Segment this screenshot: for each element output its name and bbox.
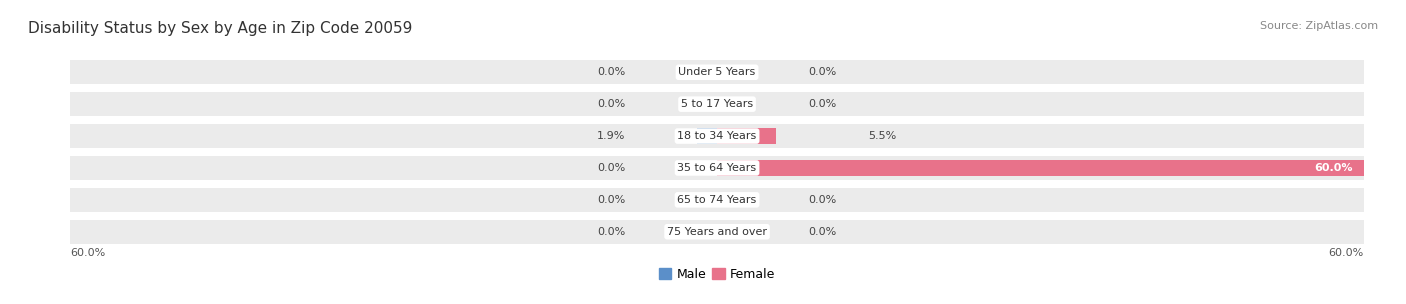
Bar [717, 160, 1364, 176]
Bar [70, 60, 1364, 84]
Text: 5.5%: 5.5% [868, 131, 896, 141]
Text: 60.0%: 60.0% [1315, 163, 1353, 173]
Text: Source: ZipAtlas.com: Source: ZipAtlas.com [1260, 21, 1378, 31]
Text: 0.0%: 0.0% [808, 67, 837, 77]
Bar [70, 156, 1364, 180]
Text: 0.0%: 0.0% [598, 227, 626, 237]
Text: 0.0%: 0.0% [598, 99, 626, 109]
Text: 35 to 64 Years: 35 to 64 Years [678, 163, 756, 173]
Text: 0.0%: 0.0% [808, 195, 837, 205]
Text: Disability Status by Sex by Age in Zip Code 20059: Disability Status by Sex by Age in Zip C… [28, 21, 412, 36]
Bar [696, 128, 717, 144]
Legend: Male, Female: Male, Female [654, 263, 780, 286]
Bar [70, 188, 1364, 212]
Text: 1.9%: 1.9% [598, 131, 626, 141]
Text: Under 5 Years: Under 5 Years [679, 67, 755, 77]
Text: 0.0%: 0.0% [598, 195, 626, 205]
Text: 0.0%: 0.0% [808, 227, 837, 237]
Bar [70, 220, 1364, 244]
Bar [70, 92, 1364, 116]
Text: 60.0%: 60.0% [70, 248, 105, 258]
Text: 75 Years and over: 75 Years and over [666, 227, 768, 237]
Text: 5 to 17 Years: 5 to 17 Years [681, 99, 754, 109]
Text: 0.0%: 0.0% [598, 163, 626, 173]
Bar [717, 128, 776, 144]
Text: 18 to 34 Years: 18 to 34 Years [678, 131, 756, 141]
Text: 0.0%: 0.0% [598, 67, 626, 77]
Text: 60.0%: 60.0% [1329, 248, 1364, 258]
Text: 0.0%: 0.0% [808, 99, 837, 109]
Bar [70, 124, 1364, 148]
Text: 65 to 74 Years: 65 to 74 Years [678, 195, 756, 205]
